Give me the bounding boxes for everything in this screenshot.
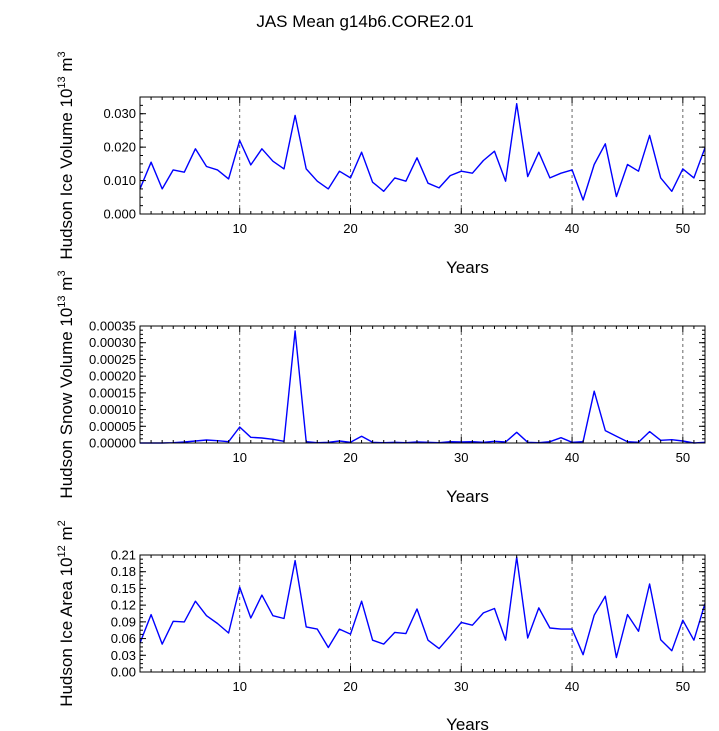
x-tick-label: 20: [343, 450, 357, 465]
x-axis-label: Years: [446, 258, 489, 277]
plot-frame: [139, 96, 706, 215]
y-tick-label: 0.00035: [89, 319, 136, 334]
plot-frame: [139, 554, 706, 673]
x-tick-label: 20: [343, 221, 357, 236]
x-tick-label: 40: [565, 450, 579, 465]
y-tick-label: 0.09: [111, 614, 136, 629]
figure-title: JAS Mean g14b6.CORE2.01: [256, 12, 473, 31]
series-line: [139, 102, 706, 201]
x-tick-label: 30: [454, 679, 468, 694]
x-tick-label: 40: [565, 221, 579, 236]
series-line: [140, 330, 706, 444]
x-tick-label: 10: [232, 450, 246, 465]
y-tick-label: 0.00030: [89, 335, 136, 350]
y-tick-label: 0.00005: [89, 419, 136, 434]
ice-volume-panel: 10 20 30 40 50 0.000 0.010 0.020 0.030 Years Hudso…: [56, 51, 706, 277]
y-tick-label: 0.000: [103, 207, 136, 222]
y-tick-label: 0.12: [111, 598, 136, 613]
x-tick-label: 50: [676, 221, 690, 236]
y-axis-label: Hudson Ice Area 1012 m2: [56, 520, 76, 707]
y-tick-label: 0.21: [111, 548, 136, 563]
y-tick-label: 0.020: [103, 140, 136, 155]
plot-frame: [139, 325, 706, 444]
ice-area-panel: 10 20 30 40 50 0.00 0.03 0.06 0.090.12 0.15 0.180.…: [56, 520, 706, 731]
x-tick-label: 20: [343, 679, 357, 694]
x-tick-label: 50: [676, 450, 690, 465]
x-tick-label: 40: [565, 679, 579, 694]
x-tick-label: 30: [454, 221, 468, 236]
y-tick-label: 0.00010: [89, 402, 136, 417]
x-tick-label: 30: [454, 450, 468, 465]
y-tick-label: 0.00020: [89, 369, 136, 384]
y-tick-label: 0.00015: [89, 385, 136, 400]
y-tick-label: 0.00000: [89, 436, 136, 451]
y-tick-label: 0.06: [111, 631, 136, 646]
x-axis-label: Years: [446, 715, 489, 731]
y-tick-label: 0.00: [111, 665, 136, 680]
y-tick-label: 0.00025: [89, 352, 136, 367]
snow-volume-panel: 10 20 30 40 500.000000.000050.000100.000150.…: [56, 270, 706, 506]
x-axis-label: Years: [446, 487, 489, 506]
y-tick-label: 0.18: [111, 564, 136, 579]
y-axis-label: Hudson Snow Volume 1013 m3: [56, 270, 76, 498]
y-tick-label: 0.15: [111, 581, 136, 596]
series-line: [139, 556, 706, 659]
x-tick-label: 10: [232, 221, 246, 236]
x-tick-label: 10: [232, 679, 246, 694]
y-tick-label: 0.03: [111, 648, 136, 663]
y-axis-label: Hudson Ice Volume 1013 m3: [56, 51, 76, 259]
x-tick-label: 50: [676, 679, 690, 694]
y-tick-label: 0.030: [103, 106, 136, 121]
y-tick-label: 0.010: [103, 173, 136, 188]
